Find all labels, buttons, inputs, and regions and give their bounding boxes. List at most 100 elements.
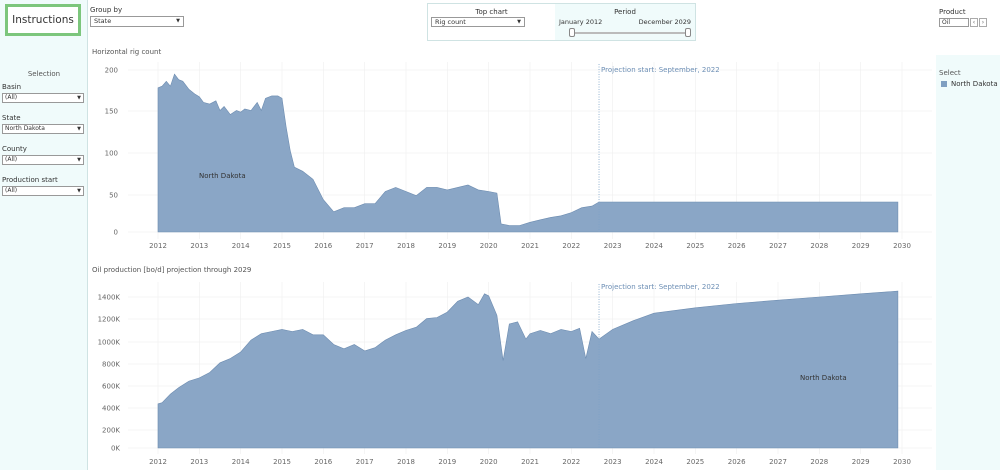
x-tick-label: 2028 [810, 242, 828, 250]
instructions-button[interactable]: Instructions [5, 4, 81, 36]
product-next-button[interactable]: › [979, 18, 987, 27]
group-by-label: Group by [90, 6, 123, 14]
y-tick-label: 0 [114, 229, 118, 237]
group-by-value: State [94, 17, 112, 25]
x-tick-label: 2027 [769, 458, 787, 466]
x-tick-label: 2020 [480, 242, 498, 250]
x-tick-label: 2012 [149, 242, 167, 250]
legend-swatch [941, 81, 947, 87]
area-label: North Dakota [800, 374, 847, 382]
chevron-down-icon: ▼ [77, 188, 81, 194]
county-filter: County (All) ▼ [2, 145, 85, 165]
period-label: Period [614, 8, 636, 16]
x-tick-label: 2025 [686, 458, 704, 466]
x-tick-label: 2030 [893, 458, 911, 466]
period-end-label: December 2029 [638, 18, 691, 26]
chevron-down-icon: ▼ [176, 18, 180, 24]
chevron-down-icon: ▼ [77, 157, 81, 163]
period-start-handle[interactable] [569, 28, 575, 37]
selection-panel: Instructions Selection Basin (All) ▼ Stat… [0, 0, 88, 470]
period-slider-track[interactable] [571, 32, 689, 34]
y-tick-label: 200K [102, 427, 120, 435]
x-tick-label: 2028 [810, 458, 828, 466]
y-tick-label: 1000K [98, 339, 121, 347]
production-start-filter-label: Production start [2, 176, 58, 184]
top-chart-select[interactable]: Rig count ▼ [431, 17, 525, 27]
group-by-control: Group by State ▼ [90, 6, 184, 27]
x-tick-label: 2026 [728, 458, 746, 466]
x-tick-label: 2023 [604, 242, 622, 250]
x-tick-label: 2014 [232, 458, 250, 466]
x-tick-label: 2029 [852, 242, 870, 250]
x-tick-label: 2023 [604, 458, 622, 466]
x-tick-label: 2026 [728, 242, 746, 250]
product-control: Product Oil ‹ › [939, 8, 987, 27]
product-label: Product [939, 8, 966, 16]
x-tick-label: 2019 [438, 458, 456, 466]
product-select[interactable]: Oil [939, 18, 969, 27]
production-start-filter: Production start (All) ▼ [2, 176, 85, 196]
x-tick-label: 2015 [273, 242, 291, 250]
county-filter-value: (All) [5, 156, 18, 163]
y-tick-label: 150 [105, 108, 118, 116]
projection-start-label: Projection start: September, 2022 [601, 66, 720, 74]
x-tick-label: 2024 [645, 458, 663, 466]
y-tick-label: 100 [105, 150, 118, 158]
x-tick-label: 2025 [686, 242, 704, 250]
area-series-north-dakota[interactable] [157, 73, 899, 233]
chevron-down-icon: ▼ [517, 19, 521, 25]
period-control: Period January 2012 December 2029 [555, 4, 695, 40]
state-filter-value: North Dakota [5, 125, 45, 132]
top-chart-label: Top chart [475, 8, 508, 16]
y-tick-label: 200 [105, 67, 118, 75]
area-series-north-dakota[interactable] [157, 290, 899, 449]
basin-filter-label: Basin [2, 83, 22, 91]
y-tick-label: 50 [109, 192, 118, 200]
basin-filter-value: (All) [5, 94, 18, 101]
y-tick-label: 1200K [98, 316, 121, 324]
x-tick-label: 2020 [480, 458, 498, 466]
x-tick-label: 2018 [397, 458, 415, 466]
product-prev-button[interactable]: ‹ [970, 18, 978, 27]
selection-title: Selection [27, 70, 61, 78]
x-tick-label: 2015 [273, 458, 291, 466]
group-by-select[interactable]: State ▼ [90, 16, 184, 27]
basin-filter-select[interactable]: (All) ▼ [2, 93, 84, 103]
y-tick-label: 1400K [98, 294, 121, 302]
county-filter-select[interactable]: (All) ▼ [2, 155, 84, 165]
county-filter-label: County [2, 145, 27, 153]
x-tick-label: 2014 [232, 242, 250, 250]
x-tick-label: 2018 [397, 242, 415, 250]
production-start-filter-select[interactable]: (All) ▼ [2, 186, 84, 196]
chevron-down-icon: ▼ [77, 95, 81, 101]
x-tick-label: 2029 [852, 458, 870, 466]
top-chart-value: Rig count [435, 18, 466, 26]
state-filter-select[interactable]: North Dakota ▼ [2, 124, 84, 134]
x-tick-label: 2027 [769, 242, 787, 250]
rig-chart-title: Horizontal rig count [92, 48, 162, 56]
x-tick-label: 2013 [190, 458, 208, 466]
x-tick-label: 2017 [356, 242, 374, 250]
x-tick-label: 2019 [438, 242, 456, 250]
period-end-handle[interactable] [685, 28, 691, 37]
x-tick-label: 2017 [356, 458, 374, 466]
y-tick-label: 0K [111, 445, 120, 453]
state-filter: State North Dakota ▼ [2, 114, 85, 134]
projection-start-label: Projection start: September, 2022 [601, 283, 720, 291]
area-label: North Dakota [199, 172, 246, 180]
state-filter-label: State [2, 114, 21, 122]
top-chart-control: Top chart Rig count ▼ [428, 4, 555, 40]
x-tick-label: 2024 [645, 242, 663, 250]
x-tick-label: 2012 [149, 458, 167, 466]
production-start-filter-value: (All) [5, 187, 18, 194]
x-tick-label: 2030 [893, 242, 911, 250]
x-tick-label: 2022 [562, 242, 580, 250]
x-tick-label: 2013 [190, 242, 208, 250]
legend-panel: Select North Dakota [936, 55, 1000, 470]
x-tick-label: 2021 [521, 242, 539, 250]
y-tick-label: 800K [102, 361, 120, 369]
oil-production-chart: Projection start: September, 2022 2012 201… [98, 282, 932, 466]
legend-item-north-dakota[interactable]: North Dakota [941, 80, 998, 88]
x-tick-label: 2021 [521, 458, 539, 466]
